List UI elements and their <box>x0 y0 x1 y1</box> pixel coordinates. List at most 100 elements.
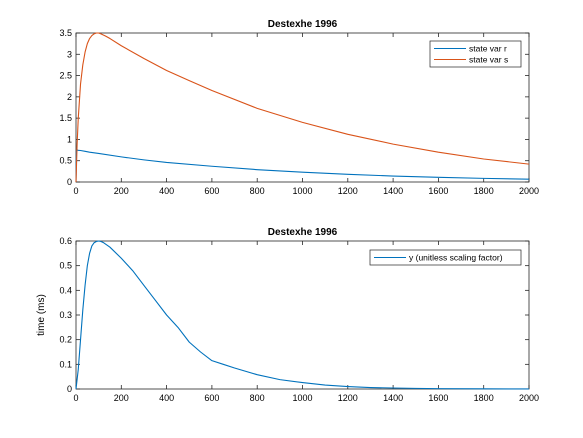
data-point <box>91 245 92 246</box>
series-line-1 <box>75 240 530 390</box>
y-tick-label: 2.5 <box>59 71 72 81</box>
legend-label: y (unitless scaling factor) <box>409 253 503 263</box>
data-point <box>98 153 99 154</box>
legend-label: state var s <box>469 55 508 65</box>
x-tick-label: 1200 <box>338 186 358 196</box>
data-point <box>223 364 224 365</box>
data-point <box>155 300 156 301</box>
x-tick-label: 400 <box>159 393 174 403</box>
chart-title: Destexhe 1996 <box>268 19 338 30</box>
data-point <box>76 389 77 390</box>
x-tick-label: 1400 <box>383 393 403 403</box>
data-point <box>370 387 371 388</box>
data-point <box>78 369 79 370</box>
x-tick-label: 600 <box>204 393 219 403</box>
data-point <box>87 43 88 44</box>
data-point <box>78 118 79 119</box>
data-point <box>85 285 86 286</box>
data-point <box>166 315 167 316</box>
data-point <box>91 35 92 36</box>
y-tick-label: 0.5 <box>59 156 72 166</box>
data-point <box>85 151 86 152</box>
y-tick-label: 1.5 <box>59 113 72 123</box>
x-tick-label: 400 <box>159 186 174 196</box>
data-point <box>189 342 190 343</box>
x-tick-label: 200 <box>114 393 129 403</box>
data-point <box>96 241 97 242</box>
y-tick-label: 3.5 <box>59 28 72 38</box>
legend-box <box>429 40 522 68</box>
data-point <box>438 388 439 389</box>
data-point <box>166 70 167 71</box>
data-point <box>393 388 394 389</box>
x-tick-label: 1800 <box>474 186 494 196</box>
data-point <box>483 178 484 179</box>
y-tick-label: 0.5 <box>59 261 72 271</box>
y-tick-label: 2 <box>67 92 72 102</box>
data-point <box>325 385 326 386</box>
data-point <box>121 258 122 259</box>
data-point <box>211 166 212 167</box>
data-point <box>483 388 484 389</box>
data-point <box>529 164 530 165</box>
x-tick-label: 2000 <box>519 393 539 403</box>
data-point <box>302 382 303 383</box>
y-tick-label: 0.6 <box>59 236 72 246</box>
data-point <box>347 134 348 135</box>
x-tick-label: 1200 <box>338 393 358 403</box>
data-point <box>302 172 303 173</box>
bottom-plot: 0 200 400 600 800 1000 1200 1400 1600 1800 2000 0 0.… <box>36 227 539 403</box>
x-tick-label: 200 <box>114 186 129 196</box>
data-point <box>82 64 83 65</box>
data-point <box>94 242 95 243</box>
data-point <box>94 33 95 34</box>
x-tick-label: 0 <box>73 393 78 403</box>
data-point <box>415 388 416 389</box>
data-point <box>393 176 394 177</box>
data-point <box>257 108 258 109</box>
data-point <box>98 241 99 242</box>
y-tick-label: 0.1 <box>59 359 72 369</box>
data-point <box>100 33 101 34</box>
x-tick-label: 800 <box>250 186 265 196</box>
data-point <box>100 241 101 242</box>
data-point <box>76 182 77 183</box>
data-point <box>529 388 530 389</box>
legend-box <box>369 249 522 266</box>
top-plot: 0 200 400 600 800 1000 1200 1400 1600 1800 2000 0 0.… <box>59 19 539 196</box>
data-point <box>234 368 235 369</box>
x-tick-label: 600 <box>204 186 219 196</box>
x-tick-label: 1400 <box>383 186 403 196</box>
data-point <box>82 310 83 311</box>
data-point <box>109 38 110 39</box>
x-tick-label: 800 <box>250 393 265 403</box>
data-point <box>143 285 144 286</box>
y-tick-label: 3 <box>67 49 72 59</box>
data-point <box>166 162 167 163</box>
x-tick-label: 1000 <box>292 393 312 403</box>
data-point <box>121 45 122 46</box>
x-tick-label: 2000 <box>519 186 539 196</box>
data-point <box>98 33 99 34</box>
data-point <box>80 150 81 151</box>
data-point <box>257 169 258 170</box>
data-point <box>121 156 122 157</box>
data-point <box>302 122 303 123</box>
x-tick-label: 1000 <box>292 186 312 196</box>
data-point <box>200 352 201 353</box>
data-point <box>132 270 133 271</box>
y-axis-label: time (ms) <box>36 294 47 336</box>
series-line-2 <box>75 32 530 183</box>
data-point <box>87 265 88 266</box>
chart-title: Destexhe 1996 <box>268 227 338 238</box>
data-point <box>257 374 258 375</box>
data-point <box>78 150 79 151</box>
data-point <box>105 35 106 36</box>
data-point <box>80 84 81 85</box>
data-point <box>347 174 348 175</box>
plot-area <box>75 240 530 390</box>
data-point <box>89 152 90 153</box>
x-tick-label: 0 <box>73 186 78 196</box>
y-tick-label: 1 <box>67 134 72 144</box>
y-tick-label: 0 <box>67 384 72 394</box>
